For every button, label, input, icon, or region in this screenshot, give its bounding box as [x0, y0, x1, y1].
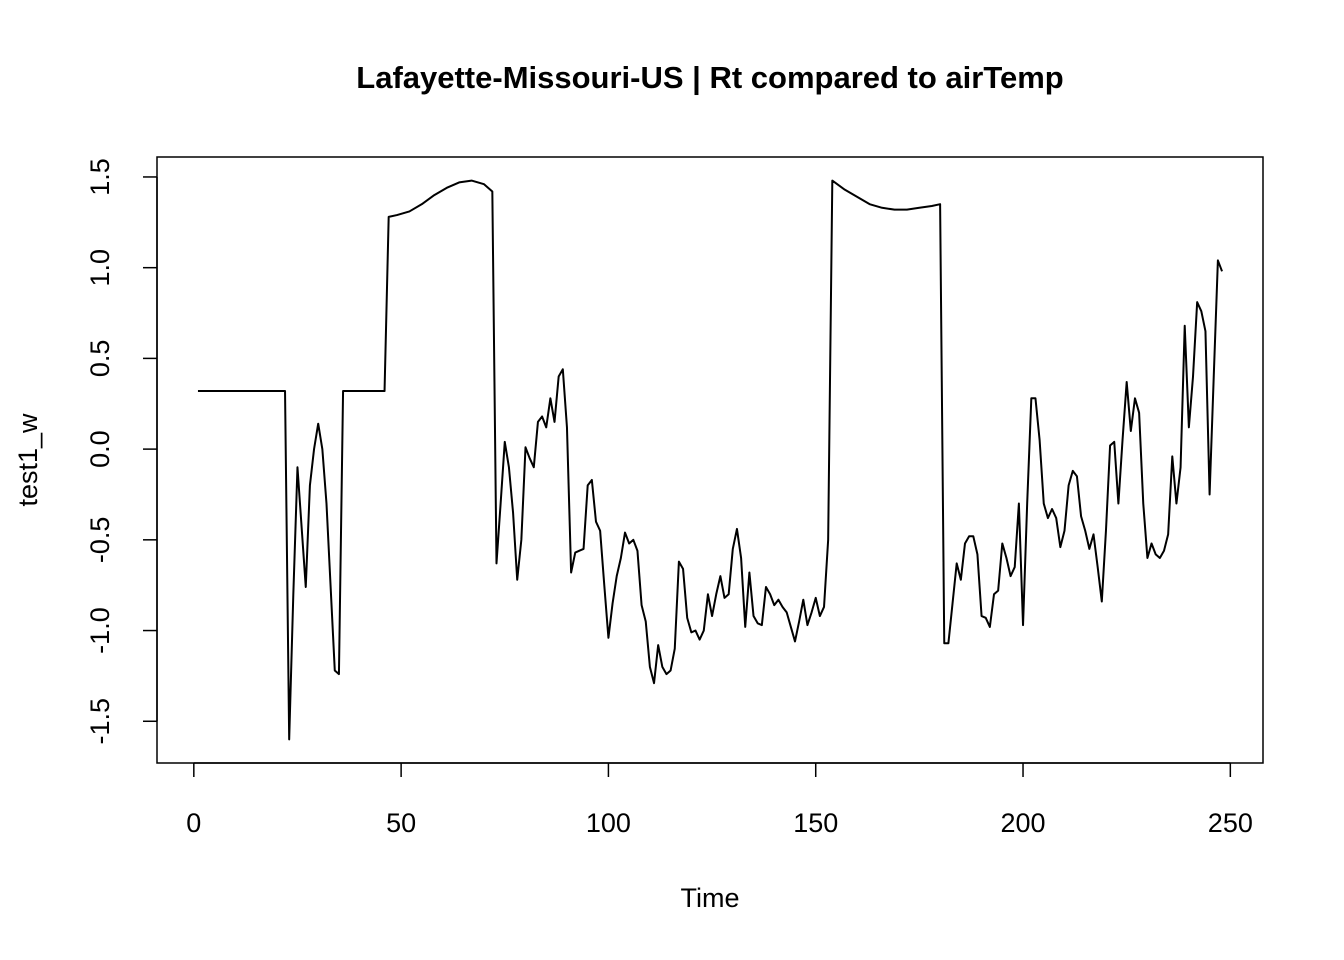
y-tick-label: -0.5 [85, 517, 115, 564]
data-line [197, 179, 1223, 741]
x-tick-label: 150 [793, 808, 838, 838]
x-tick-label: 0 [186, 808, 201, 838]
y-tick-label: 1.5 [85, 158, 115, 196]
y-tick-label: 1.0 [85, 249, 115, 287]
x-axis-label: Time [681, 883, 740, 913]
chart-title: Lafayette-Missouri-US | Rt compared to a… [356, 60, 1063, 95]
x-tick-label: 50 [386, 808, 416, 838]
x-tick-label: 200 [1000, 808, 1045, 838]
x-tick-label: 250 [1208, 808, 1253, 838]
y-tick-label: -1.5 [85, 698, 115, 745]
y-tick-label: 0.5 [85, 340, 115, 378]
y-tick-label: -1.0 [85, 607, 115, 654]
y-tick-label: 0.0 [85, 430, 115, 468]
y-axis-label: test1_w [13, 413, 43, 507]
x-tick-label: 100 [586, 808, 631, 838]
